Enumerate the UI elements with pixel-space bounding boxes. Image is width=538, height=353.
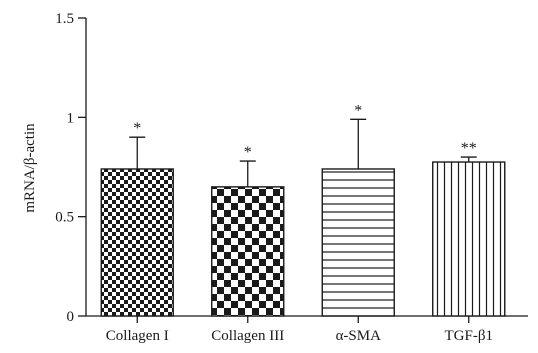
- x-tick-label: α-SMA: [336, 328, 382, 344]
- significance-label: *: [244, 144, 252, 161]
- x-axis: Collagen I Collagen III α-SMA TGF-β1: [86, 315, 528, 344]
- significance-label: *: [133, 120, 141, 137]
- bar-1: [100, 168, 174, 317]
- bar-3: [321, 168, 395, 317]
- bars: *****: [100, 102, 506, 317]
- bar-4: [432, 161, 506, 317]
- y-axis: 0 0.5 1 1.5: [55, 11, 87, 325]
- y-tick-label: 0: [67, 309, 75, 325]
- x-tick-label: TGF-β1: [445, 328, 493, 344]
- significance-label: *: [354, 102, 362, 119]
- y-tick-label: 0.5: [55, 210, 74, 226]
- bar-2: [211, 186, 285, 317]
- x-tick-label: Collagen I: [106, 328, 169, 344]
- x-tick-label: Collagen III: [211, 328, 284, 344]
- y-tick-label: 1.5: [55, 11, 74, 27]
- y-tick-label: 1: [67, 110, 75, 126]
- y-axis-title: mRNA/β-actin: [22, 123, 38, 213]
- significance-label: **: [461, 140, 477, 157]
